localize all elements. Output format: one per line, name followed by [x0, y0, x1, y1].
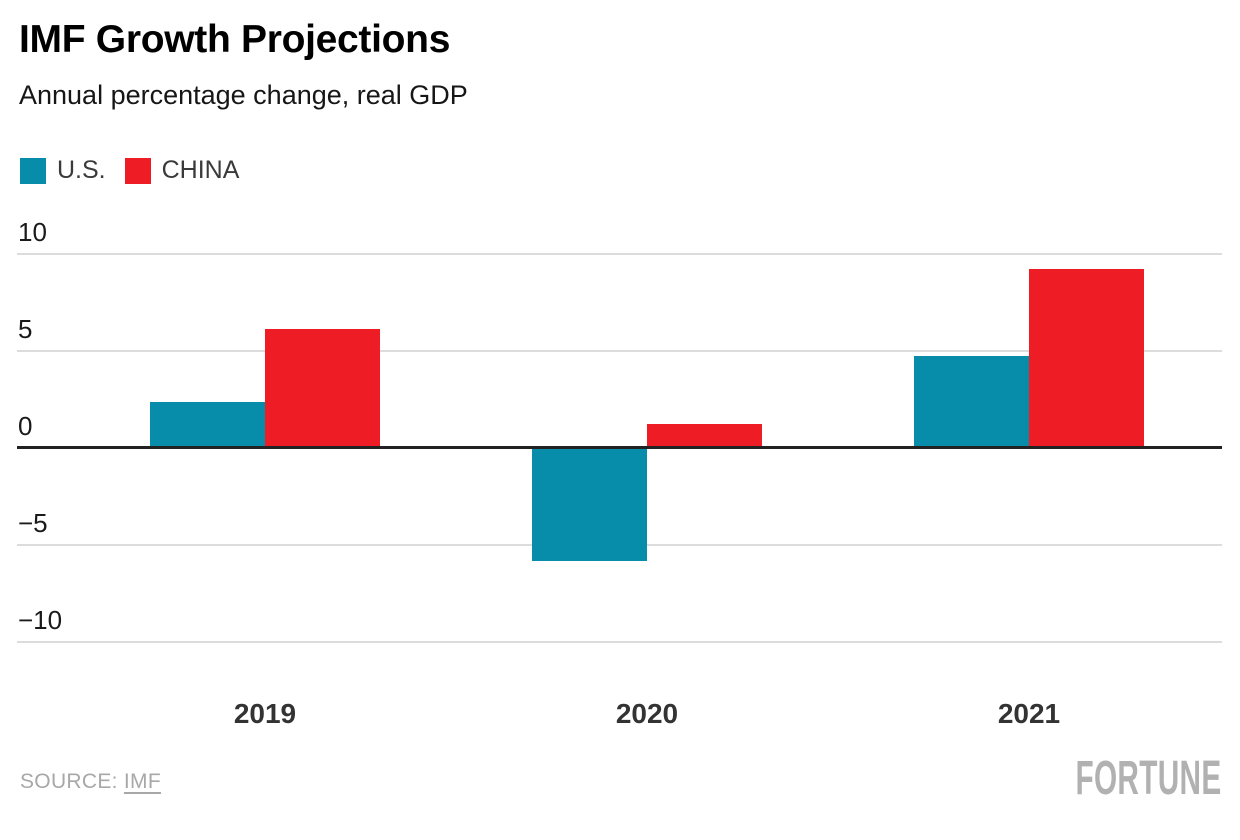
chart-subtitle: Annual percentage change, real GDP	[19, 80, 468, 110]
gridline-10	[17, 253, 1222, 255]
x-category-label-2019: 2019	[233, 698, 297, 729]
gridline--10	[17, 641, 1222, 643]
chart-title: IMF Growth Projections	[19, 18, 451, 61]
bar-china-2019	[265, 328, 380, 447]
legend-swatch-icon	[124, 157, 151, 184]
x-category-label-2021: 2021	[997, 698, 1061, 729]
source-label: SOURCE:	[20, 770, 118, 793]
y-tick-label-0: 0	[18, 411, 33, 441]
legend: U.S. CHINA	[20, 156, 239, 185]
legend-item-china: CHINA	[124, 156, 240, 185]
y-tick-label--10: −10	[18, 605, 63, 635]
bar-china-2021	[1029, 268, 1144, 447]
y-tick-label-10: 10	[18, 217, 47, 247]
legend-label: U.S.	[57, 156, 106, 184]
legend-item-us: U.S.	[20, 156, 106, 185]
y-tick-label--5: −5	[18, 508, 48, 538]
bar-us-2020	[532, 447, 647, 562]
source-note: SOURCE: IMF	[20, 770, 161, 794]
fortune-logo: FORTUNE	[1074, 752, 1221, 805]
bar-china-2020	[647, 423, 762, 447]
y-tick-label-5: 5	[18, 314, 33, 344]
legend-swatch-icon	[20, 157, 46, 184]
x-category-label-2020: 2020	[615, 698, 679, 729]
bar-us-2021	[914, 355, 1029, 447]
source-link-imf[interactable]: IMF	[123, 770, 161, 793]
gridline-5	[17, 350, 1222, 352]
bar-us-2019	[150, 402, 265, 447]
legend-label: CHINA	[161, 156, 240, 184]
x-axis-zero-line	[17, 446, 1222, 449]
